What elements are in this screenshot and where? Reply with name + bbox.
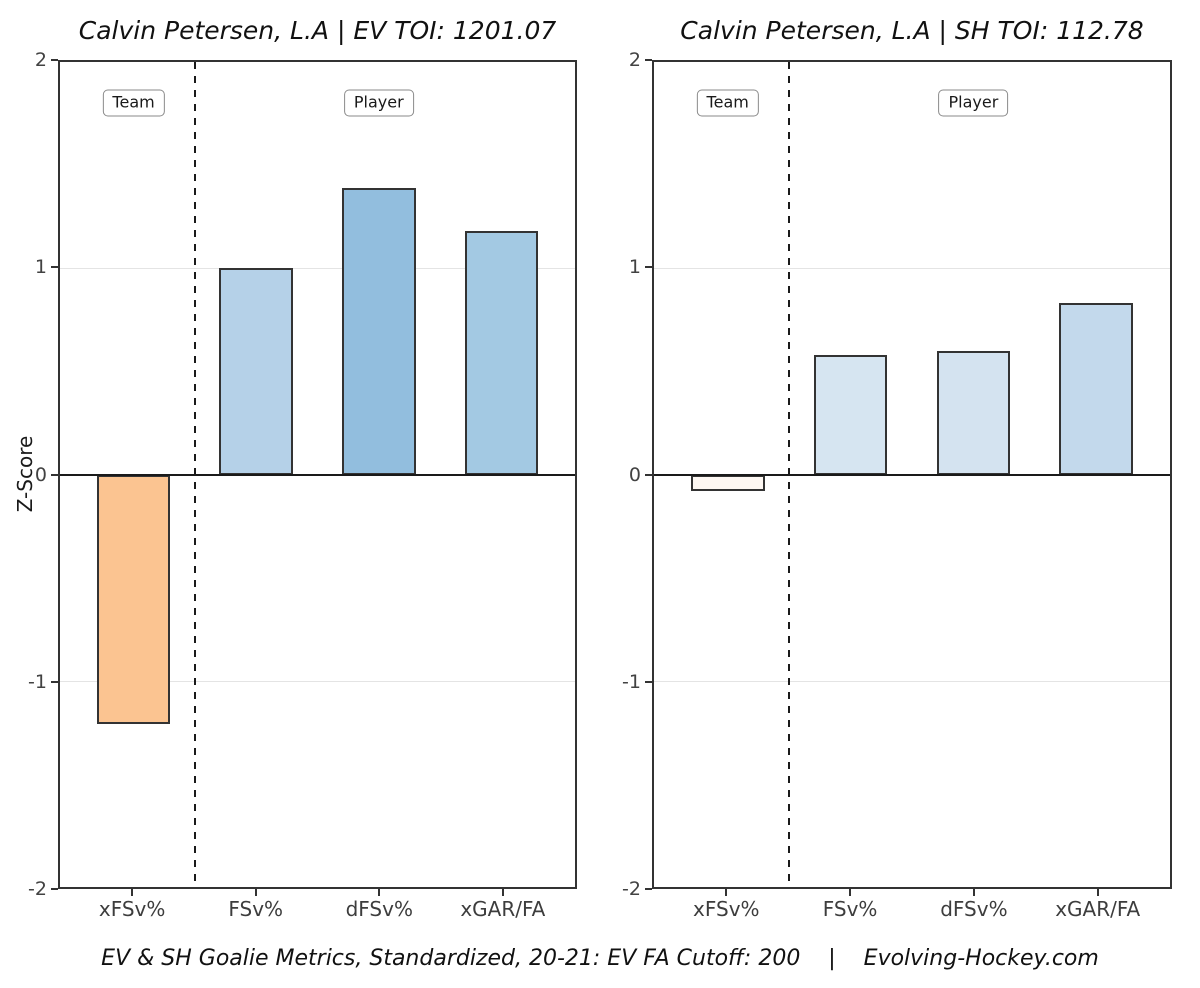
y-tick-label: 0: [34, 463, 47, 486]
x-tick-mark: [849, 889, 852, 896]
gridline-y-1: [654, 680, 1170, 682]
x-axis-label: xGAR/FA: [460, 897, 546, 921]
x-axis-label: xFSv%: [98, 897, 166, 921]
bar-xfsv: [690, 474, 765, 491]
x-tick-mark: [378, 889, 381, 896]
y-tick-mark: [51, 473, 58, 476]
x-tick-mark: [1096, 889, 1099, 896]
x-tick-mark: [254, 889, 257, 896]
sh-chart-panel: Calvin Petersen, L.A | SH TOI: 112.78 Te…: [600, 0, 1200, 940]
gridline-y1: [60, 268, 575, 270]
ev-chart-panel: Calvin Petersen, L.A | EV TOI: 1201.07 Z…: [0, 0, 600, 940]
figure-caption: EV & SH Goalie Metrics, Standardized, 20…: [101, 946, 1099, 971]
y-tick-label: 1: [34, 256, 47, 279]
y-tick-mark: [51, 59, 58, 61]
y-tick-label: -1: [28, 670, 47, 693]
x-tick-mark: [725, 889, 728, 896]
y-tick-mark: [51, 680, 58, 683]
gridline-y-1: [60, 680, 575, 682]
bar-xgarfa: [464, 231, 539, 475]
sh-chart-title: Calvin Petersen, L.A | SH TOI: 112.78: [680, 16, 1144, 45]
x-axis-label: dFSv%: [940, 897, 1008, 921]
x-axis-label: FSv%: [228, 897, 284, 921]
y-tick-label: 0: [628, 463, 641, 486]
y-tick-mark: [645, 473, 652, 476]
bar-xgarfa: [1059, 303, 1134, 475]
y-tick-label: -2: [622, 878, 641, 900]
group-label-team: Team: [696, 89, 759, 117]
group-label-player: Player: [343, 89, 414, 117]
y-tick-mark: [645, 59, 652, 61]
x-tick-mark: [131, 889, 134, 896]
bar-fsv: [219, 268, 293, 475]
ev-plot-area: Team Player: [58, 60, 577, 889]
bar-xfsv: [96, 474, 171, 725]
x-tick-mark: [972, 889, 975, 896]
team-player-divider: [193, 62, 196, 887]
x-axis-label: dFSv%: [345, 897, 413, 921]
y-tick-label: -1: [622, 670, 641, 693]
group-label-player: Player: [938, 89, 1009, 117]
bar-fsv: [813, 354, 888, 475]
group-label-team: Team: [102, 89, 165, 117]
zero-baseline: [60, 473, 575, 476]
x-axis-label: xFSv%: [693, 897, 760, 921]
y-tick-label: 1: [628, 256, 641, 279]
bar-dfsv: [342, 187, 416, 475]
y-tick-mark: [645, 680, 652, 683]
y-tick-mark: [51, 888, 58, 890]
team-player-divider: [788, 62, 791, 887]
bar-dfsv: [936, 350, 1011, 475]
y-tick-mark: [51, 266, 58, 269]
y-tick-label: -2: [28, 878, 47, 900]
y-tick-mark: [645, 888, 652, 890]
y-tick-mark: [645, 266, 652, 269]
y-tick-label: 2: [34, 49, 47, 71]
x-axis-label: xGAR/FA: [1055, 897, 1141, 921]
x-tick-mark: [501, 889, 504, 896]
ev-chart-title: Calvin Petersen, L.A | EV TOI: 1201.07: [78, 16, 557, 45]
gridline-y1: [654, 268, 1170, 270]
sh-plot-area: Team Player: [652, 60, 1172, 889]
y-tick-label: 2: [628, 49, 641, 71]
zero-baseline: [654, 473, 1170, 476]
x-axis-label: FSv%: [822, 897, 878, 921]
